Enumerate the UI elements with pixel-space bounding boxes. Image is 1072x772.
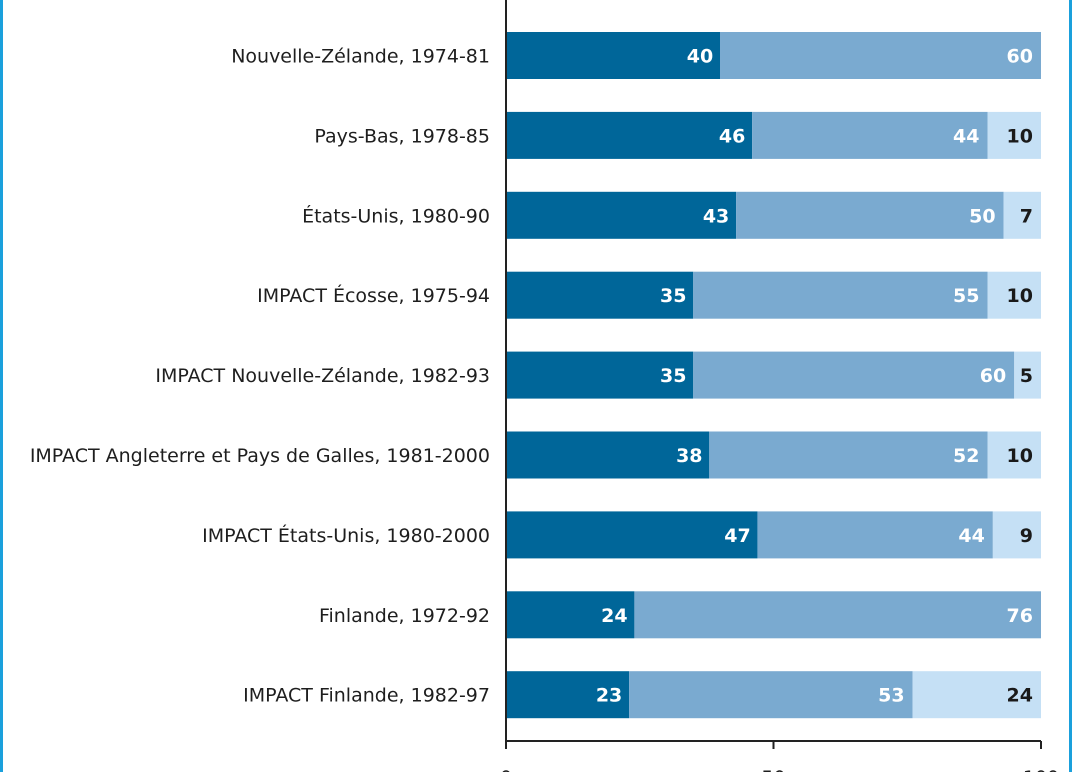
category-label: IMPACT Angleterre et Pays de Galles, 198…: [30, 445, 490, 467]
data-label: 35: [660, 285, 686, 307]
data-label: 47: [724, 525, 750, 547]
data-label: 46: [719, 125, 745, 147]
bar-segment: [757, 511, 993, 559]
data-label: 10: [1007, 285, 1033, 307]
bar-segment: [506, 591, 635, 639]
bar-segment: [506, 431, 710, 479]
bar-segment: [634, 591, 1041, 639]
bar-segment: [1014, 351, 1041, 399]
x-tick-label: 100: [1023, 767, 1059, 772]
bar-segment: [987, 431, 1041, 479]
category-label: IMPACT Finlande, 1982-97: [243, 685, 490, 707]
category-label: États-Unis, 1980-90: [302, 204, 490, 227]
bar-segment: [987, 111, 1041, 159]
data-label: 44: [958, 525, 984, 547]
bar-segment: [693, 271, 988, 319]
bar-segment: [752, 111, 988, 159]
data-label: 35: [660, 365, 686, 387]
bar-segment: [506, 351, 694, 399]
bar-segment: [506, 271, 694, 319]
bar-segment: [506, 32, 720, 79]
category-label: IMPACT Écosse, 1975-94: [257, 284, 490, 307]
category-label: IMPACT États-Unis, 1980-2000: [202, 524, 490, 547]
category-label: IMPACT Nouvelle-Zélande, 1982-93: [155, 365, 490, 387]
bar-segment: [912, 671, 1041, 719]
data-label: 50: [969, 205, 995, 227]
data-label: 52: [953, 445, 979, 467]
bar-segment: [693, 351, 1015, 399]
data-label: 38: [676, 445, 702, 467]
bar-segment: [629, 671, 913, 719]
data-label: 10: [1007, 445, 1033, 467]
data-label: 23: [596, 685, 622, 707]
data-label: 24: [1007, 685, 1033, 707]
bar-segment: [992, 511, 1041, 559]
bar-segment: [987, 271, 1041, 319]
bar-segment: [736, 191, 1004, 239]
bar-segment: [506, 191, 737, 239]
category-label: Finlande, 1972-92: [319, 605, 490, 627]
data-label: 5: [1020, 365, 1033, 387]
data-label: 9: [1020, 525, 1033, 547]
data-label: 7: [1020, 205, 1033, 227]
x-tick-label: 0: [500, 767, 512, 772]
category-label: Pays-Bas, 1978-85: [314, 125, 490, 147]
data-label: 76: [1007, 605, 1033, 627]
data-label: 44: [953, 125, 979, 147]
x-tick-label: 50: [761, 767, 785, 772]
data-label: 43: [703, 205, 729, 227]
data-label: 60: [980, 365, 1006, 387]
data-label: 60: [1007, 46, 1033, 68]
category-label: Nouvelle-Zélande, 1974-81: [231, 46, 490, 68]
data-label: 55: [953, 285, 979, 307]
bar-segment: [1003, 191, 1041, 239]
data-label: 53: [878, 685, 904, 707]
data-label: 40: [687, 46, 713, 68]
bar-segment: [709, 431, 988, 479]
data-label: 10: [1007, 125, 1033, 147]
bar-segment: [720, 32, 1041, 79]
data-label: 24: [601, 605, 627, 627]
bar-segment: [506, 111, 753, 159]
bar-segment: [506, 671, 630, 719]
bar-segment: [506, 511, 758, 559]
